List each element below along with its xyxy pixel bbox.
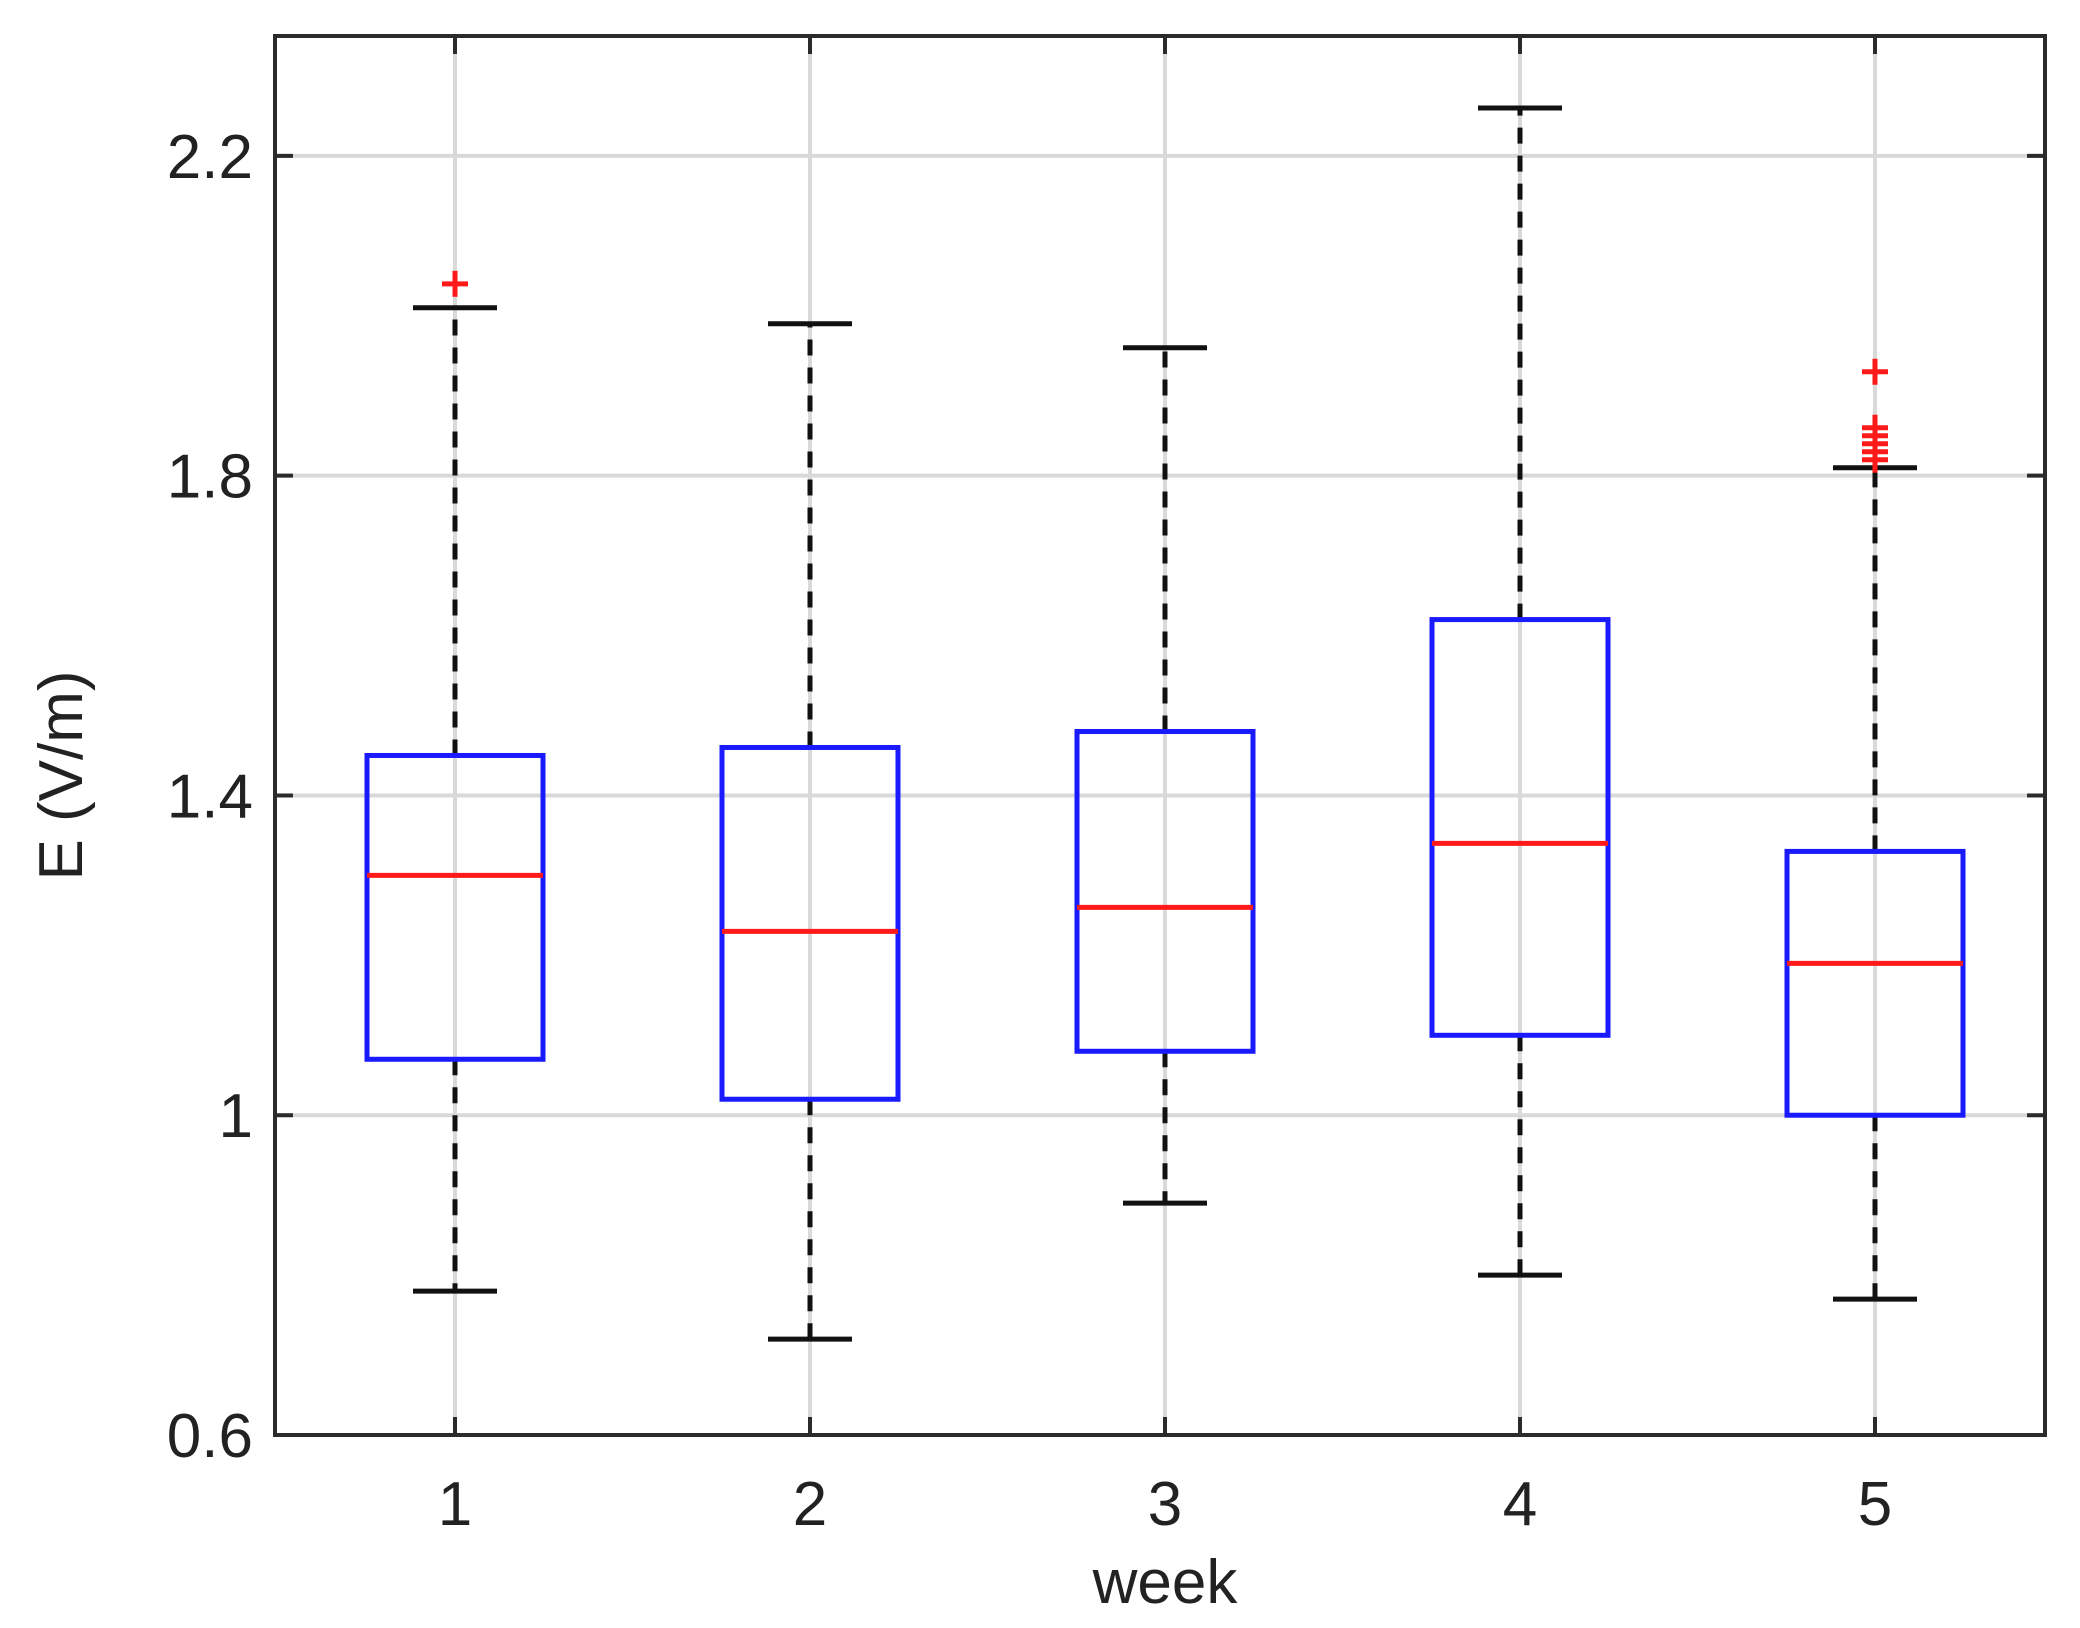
box-week-2 — [719, 321, 901, 1342]
iqr-box — [1429, 617, 1611, 1038]
y-tick-label: 0.6 — [167, 1402, 253, 1471]
y-tick-label: 1 — [219, 1082, 253, 1151]
x-tick-label: 1 — [438, 1470, 472, 1539]
y-tick-label: 2.2 — [167, 123, 253, 192]
iqr-box — [719, 744, 901, 1102]
tick-labels: 0.6 1 1.4 1.8 2.2 1 2 3 4 5 — [167, 123, 1892, 1539]
axis-ticks — [275, 36, 2045, 1437]
x-tick-label: 2 — [793, 1470, 827, 1539]
iqr-box — [364, 752, 546, 1062]
box-week-1 — [364, 270, 546, 1294]
box-week-4 — [1429, 105, 1611, 1278]
x-tick-label: 3 — [1148, 1470, 1182, 1539]
x-tick-label: 5 — [1858, 1470, 1892, 1539]
x-tick-label: 4 — [1503, 1470, 1537, 1539]
y-axis-label: E (V/m) — [27, 670, 96, 880]
y-tick-label: 1.4 — [167, 762, 253, 831]
box-week-3 — [1074, 345, 1256, 1206]
iqr-box — [1784, 848, 1966, 1118]
x-axis-label: week — [1092, 1548, 1239, 1617]
outlier-marker — [1862, 358, 1888, 385]
boxes-group — [364, 105, 1966, 1342]
plot-frame — [273, 34, 2047, 1437]
iqr-box — [1074, 729, 1256, 1054]
outlier-marker — [1862, 414, 1888, 441]
box-week-5 — [1784, 358, 1966, 1302]
y-tick-label: 1.8 — [167, 443, 253, 512]
outlier-marker — [442, 270, 468, 297]
